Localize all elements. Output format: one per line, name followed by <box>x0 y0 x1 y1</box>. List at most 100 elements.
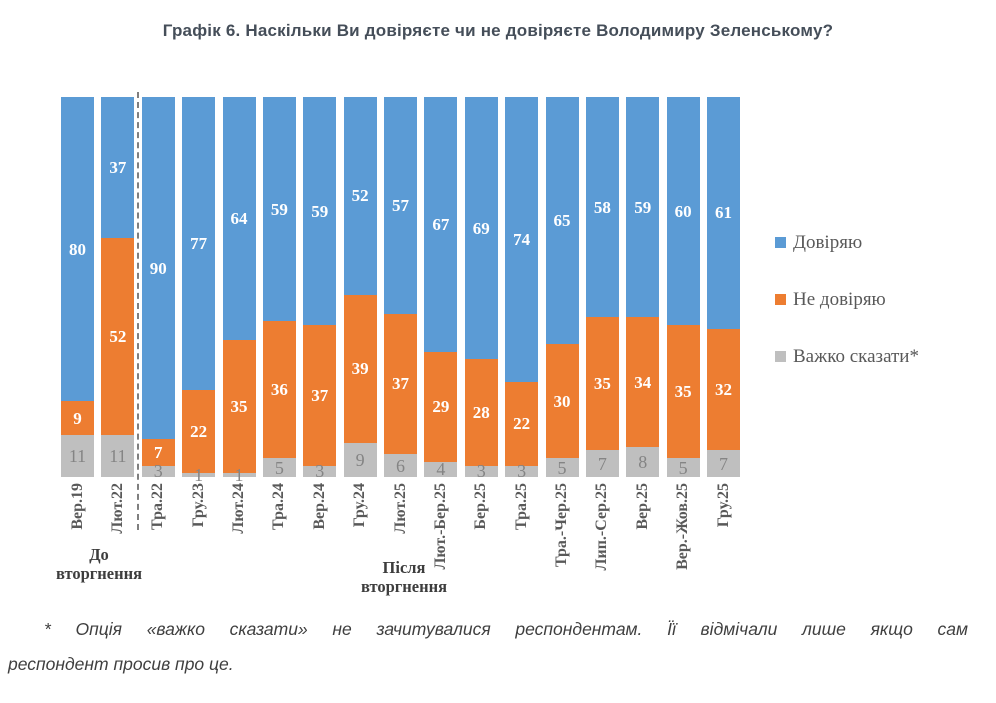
value-label: 30 <box>553 391 571 411</box>
chart-title: Графік 6. Наскільки Ви довіряєте чи не д… <box>162 21 834 40</box>
value-label: 28 <box>472 402 490 422</box>
x-axis-label-Гру.24: Гру.24 <box>351 483 369 528</box>
bar-segment-Важко сказати*: 9 <box>343 442 377 477</box>
x-axis-label-Лют.25: Лют.25 <box>391 483 409 534</box>
x-axis-label-Лют.24: Лют.24 <box>230 483 247 534</box>
value-label: 11 <box>109 446 127 467</box>
value-label: 37 <box>392 374 409 394</box>
bar-segment-Не довіряю: 22 <box>182 389 216 474</box>
bar-segment-Не довіряю: 35 <box>222 340 256 474</box>
value-label: 29 <box>432 397 450 417</box>
bar-segment-Не довіряю: 37 <box>303 325 337 466</box>
bar-segment-Довіряю: 80 <box>61 97 94 402</box>
legend-item-Довіряю: Довіряю <box>775 231 862 253</box>
legend-label: Важко сказати* <box>793 345 919 367</box>
bar-Тра.22: 90 7 3 <box>141 97 175 482</box>
value-label: 61 <box>715 203 732 223</box>
value-label: 32 <box>715 380 732 400</box>
legend: Довіряю Не довіряю Важко сказати* <box>775 231 995 366</box>
bar-segment-Важко сказати*: 1 <box>222 466 256 484</box>
value-label: 4 <box>436 459 446 480</box>
value-label: 3 <box>476 461 486 482</box>
value-label: 60 <box>674 201 692 221</box>
bar-Вер.24: 59 37 3 <box>303 97 337 482</box>
value-label: 90 <box>149 258 167 278</box>
x-axis-label-Тра.-Чер.25: Тра.-Чер.25 <box>553 483 570 568</box>
bar-segment-Довіряю: 58 <box>585 97 619 318</box>
value-label: 57 <box>392 195 409 215</box>
value-label: 1 <box>194 465 204 486</box>
value-label: 7 <box>719 453 728 474</box>
value-label: 3 <box>517 461 527 482</box>
bar-segment-Довіряю: 69 <box>464 97 498 360</box>
bar-Тра.25: 74 22 3 <box>505 97 539 480</box>
value-label: 59 <box>634 197 652 217</box>
bar-segment-Важко сказати*: 8 <box>626 446 660 477</box>
bar-Лют.22: 37 52 11 <box>101 97 135 477</box>
bar-segment-Не довіряю: 28 <box>464 359 498 466</box>
value-label: 7 <box>154 442 163 462</box>
value-label: 3 <box>153 461 163 482</box>
value-label: 74 <box>513 230 531 249</box>
legend-label: Довіряю <box>793 231 863 253</box>
bar-segment-Довіряю: 61 <box>707 97 740 329</box>
footnote: * Опція «важко сказати» не зачитувалися … <box>8 612 968 682</box>
bar-Лип.-Сер.25: 58 35 7 <box>585 97 619 477</box>
value-label: 36 <box>270 380 288 400</box>
value-label: 52 <box>109 326 127 346</box>
value-label: 37 <box>109 157 127 177</box>
value-label: 35 <box>593 374 611 394</box>
bar-segment-Довіряю: 64 <box>222 97 256 341</box>
value-label: 59 <box>270 199 288 219</box>
value-label: 69 <box>472 218 490 238</box>
x-axis-label-Тра.24: Тра.24 <box>270 483 288 530</box>
group-label-after-invasion: Після вторгнення <box>360 558 448 596</box>
value-label: 59 <box>311 201 329 221</box>
bar-segment-Довіряю: 52 <box>343 97 377 295</box>
x-axis-label-Вер.25: Вер.25 <box>633 483 651 530</box>
value-label: 6 <box>396 455 405 476</box>
bar-Гру.23: 77 22 1 <box>182 97 216 484</box>
bar-segment-Не довіряю: 37 <box>384 313 417 455</box>
value-label: 8 <box>638 451 648 472</box>
value-label: 9 <box>355 449 365 470</box>
bar-segment-Довіряю: 90 <box>141 97 175 440</box>
bar-Гру.25: 61 32 7 <box>707 97 740 477</box>
bar-segment-Довіряю: 67 <box>424 97 458 352</box>
bar-Тра.24: 59 36 5 <box>262 97 296 477</box>
bar-segment-Не довіряю: 30 <box>545 344 579 458</box>
value-label: 11 <box>68 446 87 467</box>
bar-segment-Важко сказати*: 4 <box>424 459 458 480</box>
x-axis-label-Тра.25: Тра.25 <box>512 483 530 530</box>
legend-item-Не довіряю: Не довіряю <box>775 288 886 310</box>
bar-segment-Довіряю: 37 <box>101 97 135 238</box>
value-label: 52 <box>351 186 369 206</box>
bar-Лют.-Бер.25: 67 29 4 <box>424 97 458 480</box>
bar-segment-Довіряю: 77 <box>182 97 216 390</box>
bar-segment-Важко сказати*: 3 <box>505 462 539 480</box>
bar-segment-Довіряю: 60 <box>666 97 700 325</box>
value-label: 22 <box>513 414 531 434</box>
legend-square-icon <box>775 293 786 305</box>
x-axis-label-Вер.24: Вер.24 <box>310 483 328 530</box>
x-axis-label-Лют.-Бер.25: Лют.-Бер.25 <box>431 483 449 570</box>
bar-segment-Не довіряю: 34 <box>626 317 660 447</box>
value-label: 77 <box>190 233 208 253</box>
bar-Гру.24: 52 39 9 <box>343 97 377 477</box>
bar-segment-Важко сказати*: 5 <box>262 458 296 477</box>
bar-segment-Не довіряю: 29 <box>424 351 458 462</box>
bar-segment-Не довіряю: 35 <box>585 317 619 451</box>
bar-Лют.25: 57 37 6 <box>384 97 417 477</box>
value-label: 5 <box>678 457 688 478</box>
invasion-divider-line <box>137 92 140 530</box>
bar-segment-Важко сказати*: 7 <box>585 450 619 477</box>
legend-square-icon <box>775 350 786 362</box>
value-label: 37 <box>311 385 329 405</box>
bar-segment-Не довіряю: 7 <box>141 439 175 466</box>
value-label: 1 <box>234 465 244 486</box>
value-label: 34 <box>634 372 652 392</box>
bar-Бер.25: 69 28 3 <box>464 97 498 482</box>
value-label: 3 <box>315 461 325 482</box>
